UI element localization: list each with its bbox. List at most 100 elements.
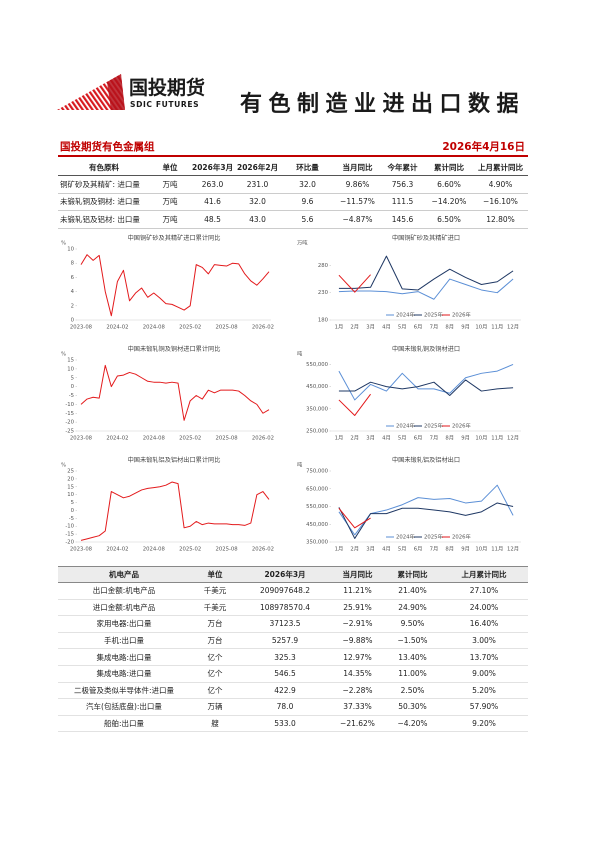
x-tick-label: 12月 [507, 324, 519, 331]
x-tick-label: 3月 [366, 546, 375, 553]
table-row: 出口金额:机电产品 千美元 209097648.2 11.21% 21.40% 27.10… [58, 582, 528, 600]
x-tick-label: 9月 [461, 324, 470, 331]
column-header: 今年累计 [380, 159, 425, 176]
y-tick-label: -25 [65, 429, 74, 435]
table-row: 未锻轧铜及铜材: 进口量 万吨 41.6 32.0 9.6 −11.57% 111.5 −14… [58, 193, 528, 211]
y-tick-label: 550,000 [306, 504, 329, 510]
table-cell: 出口金额:机电产品 [58, 582, 190, 600]
table-cell: 32.0 [280, 175, 335, 194]
data-line [338, 507, 371, 529]
table-row: 船舶:出口量艘 533.0 −21.62% −4.20% 9.20% [58, 715, 528, 733]
table-cell: 万吨 [150, 193, 190, 211]
x-tick-label: 6月 [414, 324, 423, 331]
legend-label: 2026年 [452, 311, 471, 319]
group-name: 国投期货有色金属组 [60, 141, 155, 153]
data-line [80, 481, 270, 541]
x-tick-label: 2025-08 [215, 325, 238, 331]
table-row: 手机:出口量 万台 5257.9 −9.88% −1.50% 3.00% [58, 632, 528, 650]
table-cell: 千美元 [190, 599, 240, 617]
data-line [338, 393, 371, 416]
table-cell: 集成电路:出口量 [58, 648, 190, 666]
table-cell: 32.0 [235, 193, 280, 211]
chart-title: 中国铜矿砂及其精矿进口 [392, 234, 460, 242]
x-tick-label: 2024-02 [106, 325, 128, 331]
column-header: 累计同比 [425, 159, 473, 176]
table-cell: 21.40% [385, 582, 440, 600]
table-row: 家用电器:出口量 万台 37123.5 −2.91% 9.50% 16.40% [58, 615, 528, 633]
x-tick-label: 2024-08 [143, 325, 166, 331]
y-tick-label: 250,000 [306, 429, 329, 435]
table-cell: 未锻轧铜及铜材: 进口量 [58, 193, 150, 211]
column-header: 上月累计同比 [440, 566, 528, 583]
data-line [338, 502, 514, 539]
y-tick-label: 0 [71, 384, 75, 390]
y-axis-unit: % [61, 463, 66, 469]
column-header: 2026年3月 [240, 566, 330, 583]
logo-mark [107, 74, 125, 110]
table-row: 未锻轧铝及铝材: 出口量 万吨 48.5 43.0 5.6 −4.87% 145.6 6.50… [58, 210, 528, 229]
table-cell: 24.90% [385, 599, 440, 617]
table-cell: 50.30% [385, 698, 440, 716]
table-cell: 108978570.4 [240, 599, 330, 617]
chart-title: 中国未锻轧铜及铜材进口 [392, 345, 460, 353]
y-tick-label: 25 [67, 469, 74, 475]
table-cell: 千美元 [190, 582, 240, 600]
table-cell: 万台 [190, 632, 240, 650]
column-header: 2026年3月 [190, 159, 235, 176]
x-tick-label: 2025-08 [215, 436, 238, 442]
table: 有色原料 单位 2026年3月 2026年2月 环比量 当月同比 今年累计 累计同比 上月累计同… [58, 159, 528, 229]
y-tick-label: -15 [65, 411, 74, 417]
x-tick-label: 6月 [414, 435, 423, 442]
y-tick-label: 650,000 [306, 486, 329, 492]
y-tick-label: 280 [318, 263, 329, 269]
table-cell: 13.70% [440, 648, 528, 666]
y-tick-label: 230 [318, 290, 329, 296]
data-line [338, 255, 514, 291]
table-cell: 533.0 [240, 715, 330, 733]
column-header: 2026年2月 [235, 159, 280, 176]
page-title: 有色制造业进出口数据 [240, 92, 526, 117]
legend-label: 2025年 [424, 533, 443, 541]
data-line [338, 274, 371, 293]
table-cell: 万台 [190, 615, 240, 633]
table-cell: 万吨 [150, 210, 190, 229]
x-tick-label: 3月 [366, 435, 375, 442]
table-cell: 16.40% [440, 615, 528, 633]
table-cell: 万吨 [150, 175, 190, 194]
table-cell: 9.00% [440, 665, 528, 683]
chart: 中国未锻轧铜及铜材进口累计同比% -25 -20 -15 -10 -5 0 5 10 15 2023… [61, 345, 274, 442]
x-tick-label: 2025-08 [215, 547, 238, 553]
x-tick-label: 1月 [335, 435, 344, 442]
y-axis-unit: 万吨 [297, 239, 308, 247]
x-tick-label: 2026-02 [252, 436, 274, 442]
table-cell: 27.10% [440, 582, 528, 600]
table-cell: 5.6 [280, 210, 335, 229]
x-tick-label: 2025-02 [179, 547, 201, 553]
data-line [80, 254, 270, 317]
table-cell: 25.91% [330, 599, 385, 617]
table-cell: 209097648.2 [240, 582, 330, 600]
x-tick-label: 11月 [491, 324, 503, 331]
x-tick-label: 2月 [350, 435, 359, 442]
table-cell: 37.33% [330, 698, 385, 716]
chart: 中国铜矿砂及其精矿进口累计同比% 0 2 4 6 8 10 2023-08 2024-02 202… [61, 234, 274, 331]
y-tick-label: 450,000 [306, 384, 329, 390]
table-cell: 13.40% [385, 648, 440, 666]
column-header: 上月累计同比 [473, 159, 528, 176]
y-tick-label: 8 [71, 261, 75, 267]
table-cell: −2.91% [330, 615, 385, 633]
x-tick-label: 7月 [430, 546, 439, 553]
table-cell: 5.20% [440, 682, 528, 700]
table-cell: 亿个 [190, 648, 240, 666]
table-cell: 11.00% [385, 665, 440, 683]
legend-label: 2024年 [396, 533, 415, 541]
y-tick-label: 350,000 [306, 406, 329, 412]
table-cell: −9.88% [330, 632, 385, 650]
x-tick-label: 8月 [445, 546, 454, 553]
table-cell: −2.28% [330, 682, 385, 700]
table-cell: 亿个 [190, 665, 240, 683]
table-cell: −4.87% [335, 210, 380, 229]
chart-title: 中国未锻轧铝及铝材出口 [392, 456, 460, 464]
